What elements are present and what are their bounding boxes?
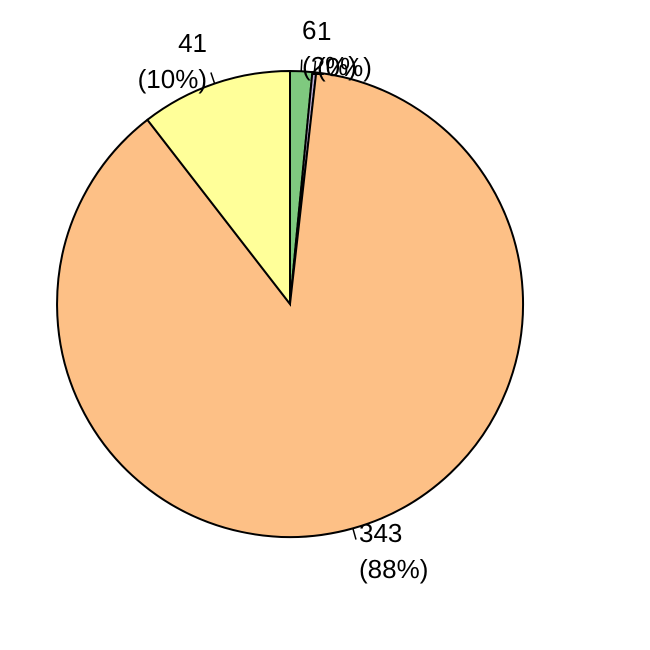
pie-slice-label-343: 343 (88%): [359, 515, 428, 587]
pie-label-value: 1: [317, 16, 332, 46]
pie-label-value: 343: [359, 518, 403, 548]
pie-label-tick: [300, 59, 303, 72]
pie-slice-label-1: 1 (0%): [317, 13, 372, 85]
pie-label-tick: [313, 60, 317, 73]
pie-slice-41: [145, 69, 291, 307]
pie-label-value: 6: [302, 15, 317, 45]
pie-label-percent: (2%): [302, 51, 357, 81]
pie-label-percent: (0%): [317, 52, 372, 82]
pie-label-value: 41: [178, 28, 207, 58]
pie-slice-label-6: 6 (2%): [302, 12, 357, 84]
pie-label-tick: [210, 72, 216, 84]
pie-label-percent: (10%): [137, 64, 207, 94]
pie-label-tick: [352, 528, 357, 540]
pie-label-percent: (88%): [359, 554, 429, 584]
pie-slice-label-41: 41 (10%): [138, 25, 207, 97]
